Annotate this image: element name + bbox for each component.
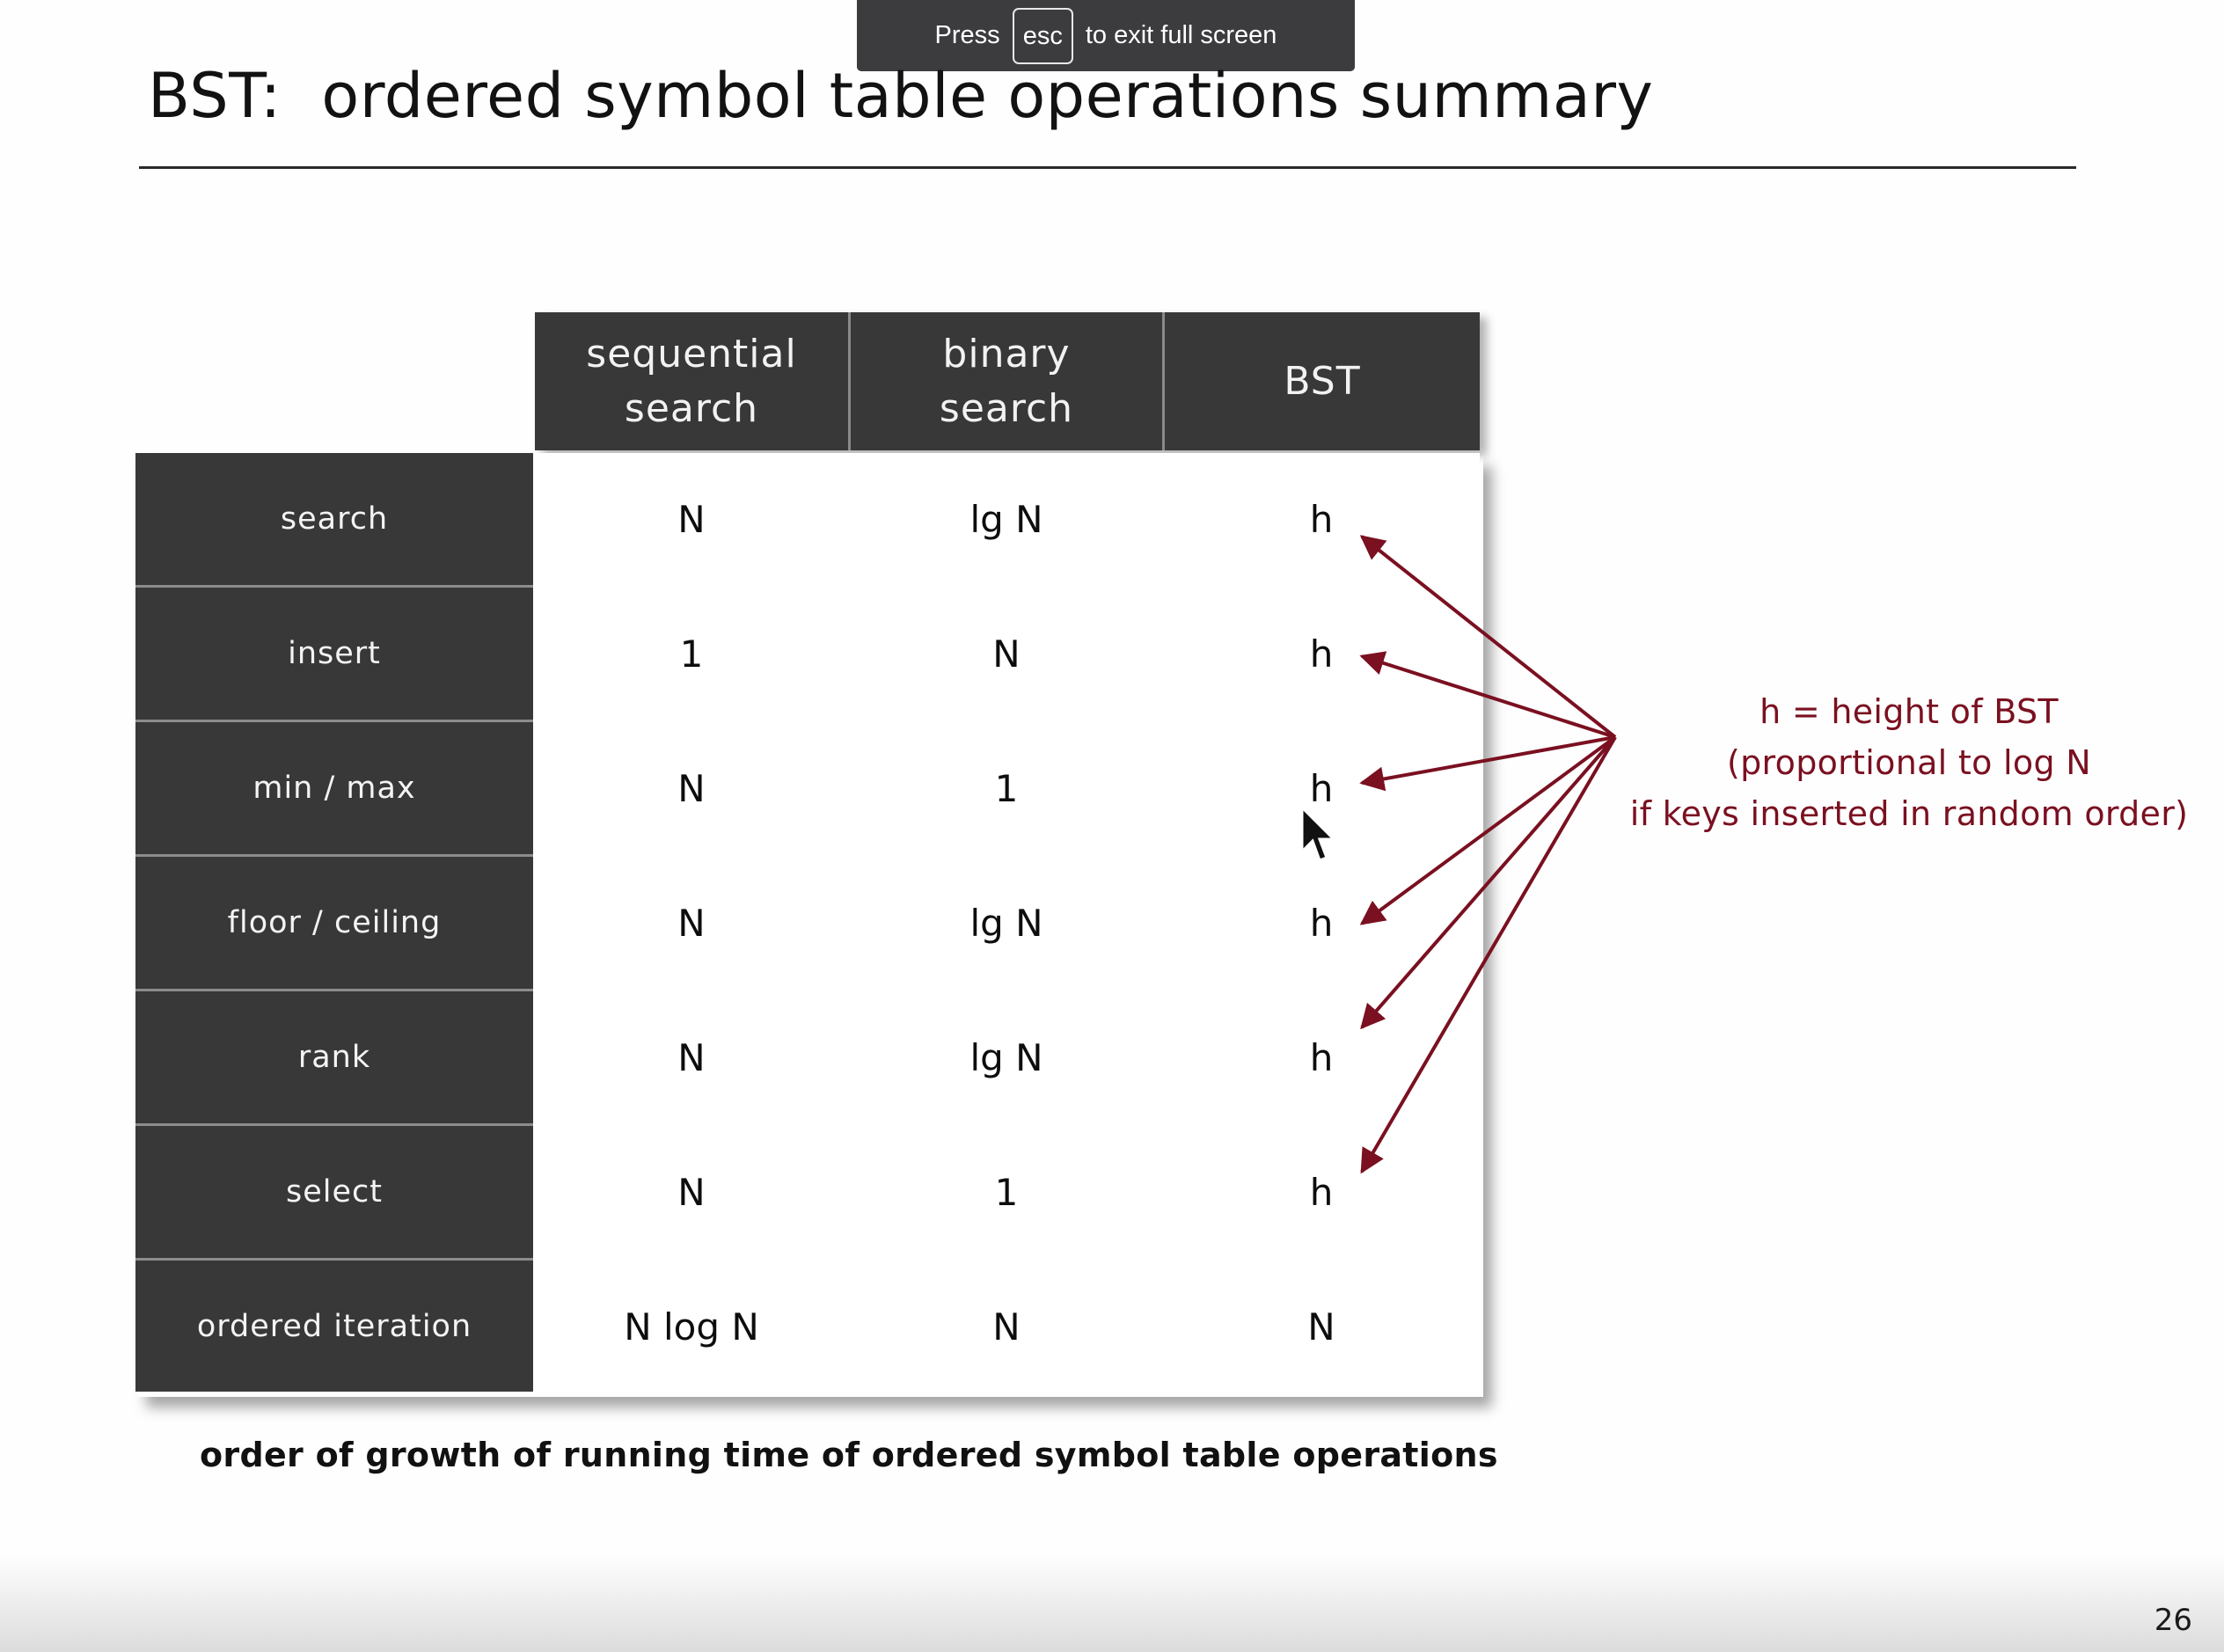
column-header-line: sequential	[586, 331, 797, 376]
row-divider	[135, 720, 533, 722]
table-cell: N	[677, 1170, 706, 1214]
table-cell: 1	[679, 632, 704, 676]
row-divider	[135, 585, 533, 588]
row-header-ordered-iteration: ordered iteration	[196, 1309, 472, 1344]
table-cell: N	[677, 766, 706, 810]
table-cell: h	[1309, 632, 1334, 676]
column-divider	[848, 312, 851, 450]
column-header-line: search	[624, 385, 759, 431]
esc-key-hint: esc	[1012, 7, 1073, 64]
annotation-line: h = height of BST	[1759, 692, 2059, 731]
table-cell: h	[1309, 497, 1334, 541]
banner-message-text: to exit full screen	[1085, 21, 1277, 49]
table-cell: h	[1309, 901, 1334, 945]
table-cell: N	[677, 1035, 706, 1079]
table-cell: h	[1309, 1035, 1334, 1079]
row-header-min-max: min / max	[252, 771, 416, 806]
table-cell: 1	[994, 1170, 1019, 1214]
row-divider	[135, 1123, 533, 1126]
bst-height-annotation: h = height of BST (proportional to log N…	[1619, 686, 2199, 839]
title-divider	[139, 166, 2076, 169]
column-divider	[1162, 312, 1165, 450]
slide-title: BST: ordered symbol table operations sum…	[148, 60, 1654, 132]
annotation-line: if keys inserted in random order)	[1629, 794, 2189, 833]
row-divider	[135, 854, 533, 857]
banner-press-text: Press	[934, 21, 1000, 49]
table-cell: N	[677, 901, 706, 945]
column-header-binary-search: binary search	[851, 312, 1162, 450]
table-body	[533, 453, 1480, 1392]
slide-bottom-shade	[0, 1555, 2224, 1652]
table-cell: lg N	[969, 1035, 1043, 1079]
row-header-search: search	[280, 501, 389, 537]
table-cell: N	[677, 497, 706, 541]
table-cell: lg N	[969, 901, 1043, 945]
table-cell: 1	[994, 766, 1019, 810]
page-number: 26	[2154, 1603, 2192, 1638]
table-cell: lg N	[969, 497, 1043, 541]
table-cell: N log N	[624, 1305, 759, 1349]
row-header-rank: rank	[297, 1040, 371, 1075]
column-header-band	[535, 312, 1480, 450]
table-caption: order of growth of running time of order…	[200, 1436, 1498, 1474]
annotation-line: (proportional to log N	[1727, 743, 2091, 782]
row-divider	[135, 989, 533, 991]
table-cell: N	[992, 632, 1021, 676]
table-cell: N	[992, 1305, 1021, 1349]
column-header-line: search	[939, 385, 1074, 431]
row-header-insert: insert	[288, 636, 381, 671]
row-divider	[135, 1258, 533, 1261]
mouse-pointer-icon	[1300, 806, 1337, 862]
row-header-select: select	[286, 1174, 383, 1210]
table-cell: N	[1307, 1305, 1335, 1349]
fullscreen-exit-banner: Press esc to exit full screen	[857, 0, 1355, 71]
column-header-sequential-search: sequential search	[535, 312, 848, 450]
row-header-floor-ceiling: floor / ceiling	[227, 905, 442, 940]
column-header-bst: BST	[1165, 312, 1480, 450]
table-cell: h	[1309, 766, 1334, 810]
column-header-line: binary	[942, 331, 1071, 376]
row-header-column	[135, 453, 533, 1392]
table-cell: h	[1309, 1170, 1334, 1214]
column-header-line: BST	[1284, 358, 1361, 404]
